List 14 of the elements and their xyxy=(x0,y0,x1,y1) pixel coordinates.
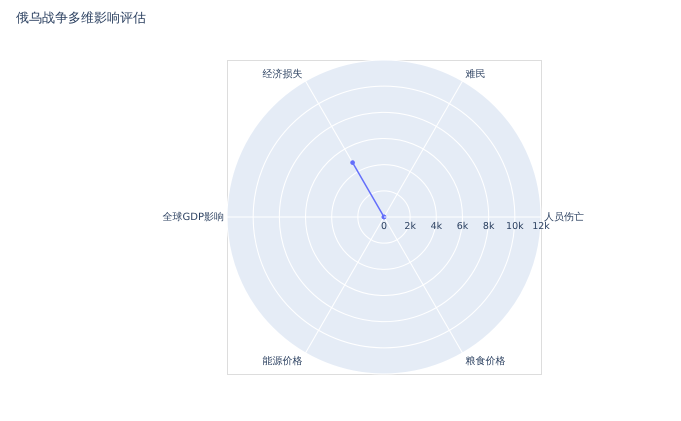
y-tick-label: 10k xyxy=(506,221,524,232)
y-tick-label: 8k xyxy=(482,221,495,232)
spoke-label: 经济损失 xyxy=(262,68,302,80)
chart-title: 俄乌战争多维影响评估 xyxy=(16,11,146,26)
spoke-label: 人员伤亡 xyxy=(544,211,584,223)
y-tick-label: 6k xyxy=(456,221,469,232)
y-tick-label: 4k xyxy=(430,221,443,232)
spoke-label: 粮食价格 xyxy=(466,354,506,367)
spoke-label: 难民 xyxy=(466,68,486,80)
y-tick-label: 12k xyxy=(532,221,550,232)
spoke-label: 全球GDP影响 xyxy=(162,211,224,223)
y-tick-label: 2k xyxy=(404,221,416,232)
y-tick-label: 0 xyxy=(380,221,388,232)
spoke-label: 能源价格 xyxy=(262,354,302,367)
